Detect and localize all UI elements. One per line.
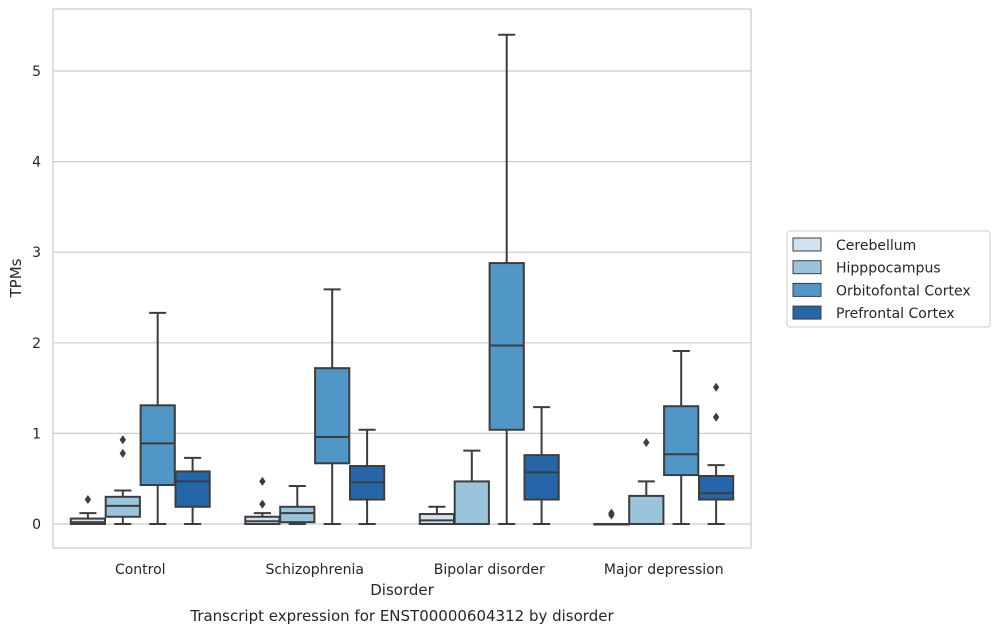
box-iqr [418,513,456,525]
x-axis-title: Disorder [370,581,434,599]
x-tick-label: Schizophrenia [266,562,364,578]
box-hipppocampus [628,437,665,526]
box-prefrontal-cortex [174,456,211,525]
y-tick-label: 5 [32,64,41,80]
box-cerebellum [69,495,107,526]
y-tick-label: 2 [32,336,41,352]
box-prefrontal-cortex [523,406,560,525]
box-orbitofontal-cortex [488,33,525,525]
y-tick-label: 0 [32,517,41,533]
legend-label: Cerebellum [836,238,916,254]
box-prefrontal-cortex [697,382,735,525]
chart-caption: Transcript expression for ENST0000060431… [189,607,614,625]
box-hipppocampus [279,484,316,525]
outlier-point [643,437,650,447]
box-iqr [279,505,316,524]
outlier-point [712,382,720,392]
box-cerebellum [418,505,456,525]
box-hipppocampus [104,435,141,525]
box-prefrontal-cortex [348,428,386,525]
boxes [69,33,735,526]
box-cerebellum [244,476,281,526]
box-cerebellum [593,508,630,526]
y-tick-label: 1 [32,426,41,442]
box-iqr [523,454,560,501]
x-axis: Control Schizophrenia Bipolar disorder Majo… [115,562,724,578]
box-orbitofontal-cortex [663,349,700,525]
outlier-point [712,412,720,422]
outlier-point [119,448,126,458]
legend-swatch [792,237,822,252]
legend-label: Orbitofontal Cortex [836,283,971,299]
box-iqr [174,470,211,508]
outlier-point [84,495,92,505]
outlier-point [608,508,615,518]
outlier-point [259,476,266,486]
legend-swatch [792,305,822,320]
outlier-point [259,499,266,509]
y-axis: 0 1 2 3 4 5 [32,64,41,533]
outlier-point [119,435,126,445]
legend-swatch [792,282,822,297]
box-hipppocampus [453,449,490,525]
box-iqr [453,480,490,525]
y-axis-title: TPMs [7,258,25,298]
box-orbitofontal-cortex [314,288,351,525]
legend-frame [786,230,991,328]
x-tick-label: Control [115,562,166,578]
box-iqr [697,474,735,501]
box-iqr [663,405,700,477]
legend-label: Hipppocampus [836,261,941,277]
box-iqr [628,494,665,526]
y-tick-label: 3 [32,245,41,261]
box-iqr [314,367,351,465]
box-iqr [139,404,176,487]
x-tick-label: Bipolar disorder [434,562,545,578]
legend-swatch [792,260,822,275]
box-orbitofontal-cortex [139,311,176,525]
y-tick-label: 4 [32,155,41,171]
legend-label: Prefrontal Cortex [836,306,955,322]
legend: Cerebellum Hipppocampus Orbitofontal Corte… [786,230,991,328]
x-tick-label: Major depression [604,562,724,578]
